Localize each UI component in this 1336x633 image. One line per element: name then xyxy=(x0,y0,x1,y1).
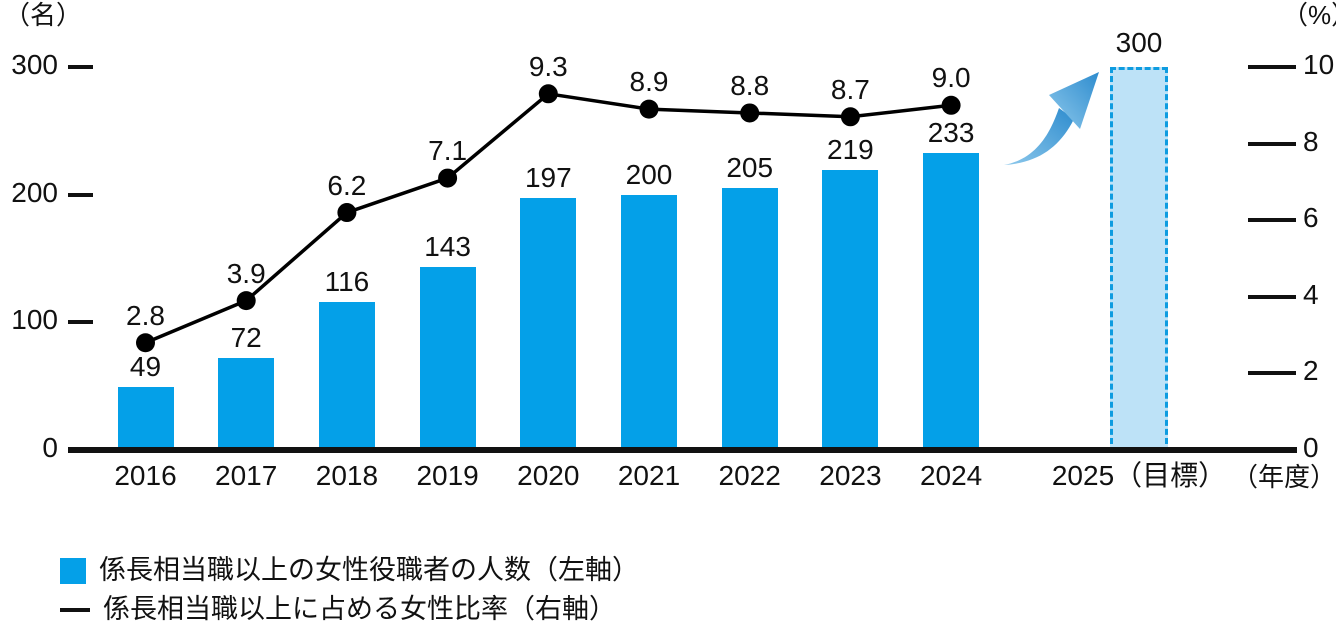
legend-item-label: 係長相当職以上の女性役職者の人数（左軸） xyxy=(99,555,639,585)
target-bar xyxy=(1110,67,1168,453)
right-axis-tick xyxy=(1248,141,1296,146)
line-point-label: 8.8 xyxy=(730,69,770,101)
line-point-label: 8.7 xyxy=(830,73,870,105)
bar-value-label: 72 xyxy=(230,322,262,354)
left-axis-unit-label: （名） xyxy=(4,0,83,30)
right-axis-tick xyxy=(1248,218,1296,223)
left-axis-tick-label: 0 xyxy=(42,432,58,463)
legend-item-label: 係長相当職以上に占める女性比率（右軸） xyxy=(103,594,616,624)
legend-item: 係長相当職以上に占める女性比率（右軸） xyxy=(60,596,616,623)
x-tick-label: 2025（目標） xyxy=(1051,460,1227,491)
x-tick-label: 2018 xyxy=(315,460,379,491)
right-axis-tick xyxy=(1248,65,1296,69)
right-axis-unit-label: （%） xyxy=(1282,0,1336,30)
right-axis-tick-label: 6 xyxy=(1303,202,1319,234)
right-axis-tick-label: 2 xyxy=(1303,355,1319,387)
left-axis-tick xyxy=(68,65,93,69)
bar-value-label: 205 xyxy=(726,152,774,184)
bar xyxy=(218,358,275,453)
right-axis-tick-label: 4 xyxy=(1303,278,1319,310)
left-axis-tick-label: 200 xyxy=(11,176,58,208)
x-tick-label: 2024 xyxy=(919,460,983,491)
x-axis-line xyxy=(68,447,1297,453)
bar-value-label: 49 xyxy=(129,351,162,383)
bar-value-label: 219 xyxy=(827,134,874,166)
line-point-label: 9.3 xyxy=(528,50,568,82)
left-axis-tick-label: 100 xyxy=(11,304,58,336)
x-tick-label: 2017 xyxy=(215,460,278,491)
legend-swatch-bar-icon xyxy=(60,557,86,584)
x-axis-unit-label: （年度） xyxy=(1232,462,1336,492)
right-axis-tick xyxy=(1248,371,1296,376)
left-axis-tick xyxy=(68,192,93,197)
x-tick-label: 2022 xyxy=(718,460,781,491)
bar-value-label: 143 xyxy=(424,231,471,263)
line-point-label: 9.0 xyxy=(931,62,971,94)
bar xyxy=(419,267,476,453)
right-axis-tick-label: 8 xyxy=(1303,125,1319,157)
legend-swatch-line-icon xyxy=(60,607,90,612)
right-axis-tick-label: 10 xyxy=(1303,49,1335,80)
x-tick-label: 2019 xyxy=(416,460,479,491)
bar-value-label: 116 xyxy=(324,265,370,297)
left-axis-tick-label: 300 xyxy=(11,49,58,80)
bar-value-label: 233 xyxy=(927,116,975,148)
line-point-label: 6.2 xyxy=(327,169,367,201)
bar xyxy=(117,387,174,453)
legend-item: 係長相当職以上の女性役職者の人数（左軸） xyxy=(60,557,639,584)
bar xyxy=(822,170,879,453)
x-tick-label: 2020 xyxy=(517,460,580,491)
bar-value-label: 200 xyxy=(625,158,673,190)
right-axis-tick-label: 0 xyxy=(1303,432,1319,463)
line-point-label: 3.9 xyxy=(226,257,266,289)
line-point-label: 7.1 xyxy=(428,135,468,167)
bar xyxy=(721,188,778,453)
bar xyxy=(520,198,577,453)
x-tick-label: 2016 xyxy=(114,460,177,491)
bar xyxy=(318,301,375,453)
right-axis-tick xyxy=(1248,294,1296,299)
bar-value-label: 197 xyxy=(524,162,572,194)
growth-arrow-icon xyxy=(1004,72,1099,165)
target-bar-value-label: 300 xyxy=(1115,27,1163,58)
bar xyxy=(923,152,980,453)
bar xyxy=(621,194,677,453)
x-tick-label: 2023 xyxy=(819,460,882,491)
x-tick-label: 2021 xyxy=(617,460,681,491)
line-point-label: 8.9 xyxy=(629,66,669,98)
left-axis-tick xyxy=(68,320,93,325)
line-point-label: 2.8 xyxy=(126,299,165,331)
